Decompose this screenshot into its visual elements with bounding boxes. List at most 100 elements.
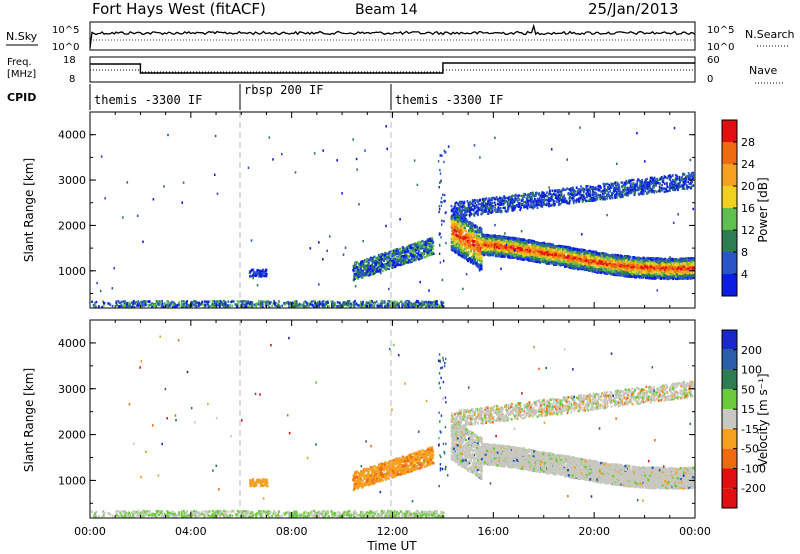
- heatmap-cell: [257, 272, 260, 275]
- heatmap-cell: [411, 303, 414, 306]
- heatmap-cell: [275, 304, 278, 308]
- heatmap-cell: [261, 268, 265, 272]
- heatmap-cell: [182, 303, 185, 306]
- heatmap-cell: [369, 264, 372, 268]
- heatmap-cell: [473, 249, 476, 252]
- heatmap-cell: [397, 250, 400, 254]
- heatmap-cell: [412, 305, 415, 308]
- heatmap-cell: [478, 248, 481, 251]
- heatmap-cell: [353, 305, 355, 309]
- heatmap-cell: [429, 239, 432, 242]
- heatmap-cell: [430, 239, 433, 242]
- heatmap-cell: [354, 262, 357, 265]
- heatmap-cell: [249, 275, 252, 278]
- cpid-segment-2: rbsp 200 IF: [244, 83, 323, 97]
- heatmap-cell: [317, 303, 319, 306]
- noise-left-tick-top: 10^5: [52, 25, 79, 36]
- heatmap-cell: [353, 265, 357, 268]
- noise-right-tick-bottom: 10^0: [707, 42, 734, 53]
- heatmap-cell: [410, 254, 413, 257]
- heatmap-cell: [196, 301, 199, 304]
- heatmap-cell: [462, 240, 465, 244]
- heatmap-cell: [92, 304, 95, 307]
- frequency-panel: Freq. [MHz] 18 8 60 0 Nave: [7, 55, 785, 85]
- heatmap-cell: [425, 300, 428, 304]
- heatmap-cell: [378, 269, 382, 272]
- heatmap-cell: [423, 256, 427, 259]
- heatmap-cell: [303, 304, 305, 308]
- heatmap-cell: [159, 301, 162, 305]
- heatmap-cell: [271, 304, 273, 308]
- heatmap-cell: [687, 273, 690, 276]
- heatmap-cell: [322, 303, 325, 306]
- heatmap-cell: [195, 305, 198, 308]
- heatmap-cell: [426, 251, 429, 255]
- heatmap-cell: [473, 226, 477, 229]
- cpid-label: CPID: [7, 91, 36, 104]
- heatmap-cell: [430, 243, 433, 247]
- heatmap-cell: [396, 261, 399, 264]
- heatmap-cell: [356, 277, 360, 280]
- heatmap-cell: [677, 259, 680, 262]
- heatmap-cell: [596, 271, 599, 274]
- heatmap-cell: [279, 305, 281, 308]
- heatmap-cell: [421, 243, 424, 246]
- heatmap-cell: [142, 299, 145, 303]
- heatmap-cell: [200, 303, 202, 306]
- heatmap-cell: [239, 300, 242, 303]
- heatmap-cell: [417, 252, 420, 255]
- heatmap-cell: [407, 305, 409, 308]
- heatmap-cell: [201, 300, 204, 304]
- heatmap-cell: [141, 304, 144, 307]
- heatmap-cell: [377, 303, 380, 306]
- heatmap-cell: [631, 275, 634, 278]
- heatmap-cell: [245, 305, 248, 308]
- heatmap-cell: [244, 305, 247, 308]
- heatmap-cell: [207, 305, 210, 309]
- heatmap-cell: [321, 306, 324, 309]
- heatmap-cell: [242, 304, 245, 308]
- heatmap-cell: [455, 218, 458, 222]
- heatmap-cell: [398, 249, 401, 252]
- heatmap-cell: [452, 218, 455, 222]
- heatmap-cell: [388, 257, 391, 260]
- heatmap-cell: [406, 261, 409, 264]
- heatmap-cell: [185, 302, 188, 306]
- heatmap-cell: [206, 301, 208, 304]
- heatmap-cell: [137, 303, 139, 306]
- heatmap-cell: [410, 257, 413, 261]
- heatmap-cell: [391, 257, 394, 260]
- heatmap-cell: [383, 259, 386, 262]
- heatmap-cell: [232, 300, 235, 303]
- heatmap-cell: [123, 302, 126, 305]
- heatmap-cell: [453, 241, 456, 244]
- heatmap-cell: [569, 254, 572, 257]
- heatmap-cell: [359, 266, 363, 269]
- heatmap-cell: [257, 303, 259, 306]
- heatmap-cell: [360, 305, 363, 309]
- heatmap-cell: [411, 251, 415, 254]
- heatmap-cell: [395, 249, 398, 252]
- heatmap-cell: [184, 305, 187, 308]
- heatmap-cell: [398, 254, 401, 257]
- heatmap-cell: [231, 304, 234, 307]
- cpid-panel: CPID themis -3300 IF rbsp 200 IF themis …: [7, 83, 503, 110]
- heatmap-cell: [272, 302, 275, 305]
- heatmap-cell: [359, 269, 362, 272]
- heatmap-cell: [427, 243, 430, 246]
- heatmap-cell: [363, 268, 367, 271]
- heatmap-cell: [383, 265, 386, 268]
- heatmap-cell: [102, 304, 105, 307]
- heatmap-cell: [420, 247, 423, 250]
- heatmap-cell: [442, 301, 445, 304]
- heatmap-cell: [415, 304, 418, 307]
- heatmap-cell: [421, 239, 424, 243]
- heatmap-cell: [192, 303, 195, 306]
- heatmap-cell: [423, 249, 426, 252]
- heatmap-cell: [120, 300, 123, 304]
- heatmap-cell: [360, 274, 363, 277]
- heatmap-cell: [401, 305, 404, 308]
- heatmap-cell: [384, 268, 387, 272]
- heatmap-cell: [300, 304, 303, 307]
- heatmap-cell: [324, 305, 327, 309]
